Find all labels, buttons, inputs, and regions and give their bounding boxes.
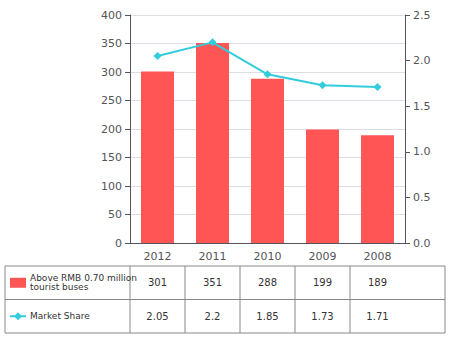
svg-text:150: 150 [101, 151, 122, 164]
svg-text:2.0: 2.0 [413, 54, 431, 67]
svg-text:2.5: 2.5 [413, 9, 431, 22]
svg-text:0: 0 [115, 237, 122, 250]
svg-text:189: 189 [368, 277, 387, 288]
svg-text:2008: 2008 [364, 250, 392, 263]
svg-text:tourist buses: tourist buses [30, 282, 89, 292]
svg-text:200: 200 [101, 123, 122, 136]
svg-text:350: 350 [101, 37, 122, 50]
svg-text:0.0: 0.0 [413, 237, 431, 250]
svg-text:300: 300 [101, 66, 122, 79]
svg-text:100: 100 [101, 180, 122, 193]
svg-text:2.2: 2.2 [205, 311, 221, 322]
svg-text:Market Share: Market Share [30, 311, 90, 321]
svg-text:1.73: 1.73 [311, 311, 333, 322]
svg-text:351: 351 [203, 277, 222, 288]
svg-text:288: 288 [258, 277, 277, 288]
svg-text:1.85: 1.85 [256, 311, 278, 322]
svg-text:400: 400 [101, 9, 122, 22]
svg-text:2.05: 2.05 [146, 311, 168, 322]
svg-text:301: 301 [148, 277, 167, 288]
svg-text:Above RMB 0.70 million: Above RMB 0.70 million [30, 273, 137, 284]
svg-text:50: 50 [108, 208, 122, 221]
svg-text:1.0: 1.0 [413, 145, 431, 158]
svg-text:199: 199 [313, 277, 332, 288]
svg-text:1.5: 1.5 [413, 100, 431, 113]
svg-text:1.71: 1.71 [366, 311, 388, 322]
svg-text:0.5: 0.5 [413, 191, 431, 204]
svg-text:2011: 2011 [199, 250, 227, 263]
svg-text:2012: 2012 [144, 250, 172, 263]
svg-text:2009: 2009 [309, 250, 337, 263]
svg-text:250: 250 [101, 94, 122, 107]
svg-text:2010: 2010 [254, 250, 282, 263]
